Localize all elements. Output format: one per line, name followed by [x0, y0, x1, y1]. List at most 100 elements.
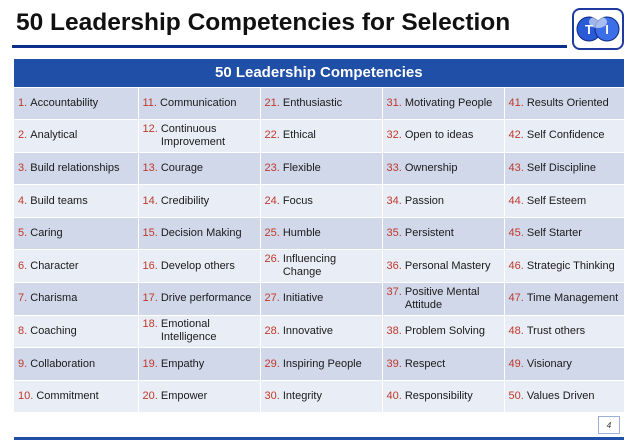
competency-label: Develop others: [160, 259, 235, 272]
competency-label: Results Oriented: [526, 96, 609, 109]
competency-label: Integrity: [282, 390, 322, 403]
competency-number: 45.: [508, 227, 524, 240]
competency-number: 40.: [386, 390, 402, 403]
competency-cell: 48. Trust others: [504, 315, 625, 349]
table-row: 4. Build teams 14. Credibility 24. Focus 34…: [14, 184, 625, 218]
competency-number: 47.: [508, 292, 524, 305]
competency-label: Self Starter: [526, 227, 582, 240]
competency-cell: 6. Character: [14, 249, 139, 284]
competency-number: 19.: [142, 357, 158, 370]
competency-label: Empathy: [160, 357, 205, 370]
competency-label: Ethical: [282, 129, 316, 142]
competency-number: 14.: [142, 194, 158, 207]
competency-cell: 20. Empower: [138, 380, 261, 414]
competency-cell: 7. Charisma: [14, 282, 139, 316]
table-row: 7. Charisma 17. Drive performance 27. Init…: [14, 282, 625, 316]
competency-label: Innovative: [282, 324, 334, 337]
competency-number: 17.: [142, 292, 158, 305]
competency-number: 11.: [142, 96, 157, 109]
tmi-logo-icon: T I: [572, 8, 624, 50]
competency-number: 50.: [508, 390, 524, 403]
competency-number: 5.: [18, 227, 28, 240]
competency-label: Humble: [282, 227, 321, 240]
table-row: 5. Caring 15. Decision Making 25. Humble 35…: [14, 217, 625, 251]
competency-cell: 33. Ownership: [382, 152, 505, 186]
competency-number: 25.: [264, 227, 280, 240]
svg-text:I: I: [605, 22, 609, 37]
competency-label: Continuous Improvement: [160, 122, 226, 148]
competency-number: 13.: [142, 161, 158, 174]
competency-number: 9.: [18, 357, 28, 370]
competency-label: Focus: [282, 194, 313, 207]
page-number: 4: [598, 416, 620, 434]
competency-label: Influencing Change: [282, 253, 337, 279]
competency-label: Decision Making: [160, 227, 242, 240]
competency-number: 41.: [508, 96, 524, 109]
competency-label: Positive Mental Attitude: [404, 285, 480, 311]
competency-number: 34.: [386, 194, 402, 207]
competency-cell: 47. Time Management: [504, 282, 625, 316]
competency-number: 20.: [142, 390, 158, 403]
competency-number: 15.: [142, 227, 158, 240]
competency-cell: 29. Inspiring People: [260, 347, 383, 381]
competency-cell: 22. Ethical: [260, 119, 383, 153]
competency-label: Flexible: [282, 161, 321, 174]
competency-cell: 37. Positive Mental Attitude: [382, 282, 505, 316]
competency-cell: 8. Coaching: [14, 315, 139, 349]
competency-cell: 13. Courage: [138, 152, 261, 186]
competency-cell: 49. Visionary: [504, 347, 625, 381]
competency-cell: 40. Responsibility: [382, 380, 505, 414]
competency-label: Time Management: [526, 292, 619, 305]
competency-cell: 1. Accountability: [14, 87, 139, 121]
title-underline: [12, 45, 567, 48]
competency-number: 22.: [264, 129, 280, 142]
competency-label: Credibility: [160, 194, 210, 207]
competency-number: 8.: [18, 324, 28, 337]
table-row: 9. Collaboration 19. Empathy 29. Inspiring…: [14, 347, 625, 381]
competency-cell: 32. Open to ideas: [382, 119, 505, 153]
competency-cell: 16. Develop others: [138, 249, 261, 284]
competency-number: 49.: [508, 357, 524, 370]
competency-number: 43.: [508, 161, 524, 174]
competency-label: Inspiring People: [282, 357, 362, 370]
competency-label: Motivating People: [404, 96, 493, 109]
competency-cell: 4. Build teams: [14, 184, 139, 218]
competency-label: Strategic Thinking: [526, 259, 615, 272]
competency-number: 28.: [264, 324, 280, 337]
competency-cell: 46. Strategic Thinking: [504, 249, 625, 284]
competency-cell: 43. Self Discipline: [504, 152, 625, 186]
competency-label: Ownership: [404, 161, 458, 174]
competency-label: Character: [30, 259, 79, 272]
competency-cell: 12. Continuous Improvement: [138, 119, 261, 153]
competency-number: 24.: [264, 194, 280, 207]
competency-cell: 15. Decision Making: [138, 217, 261, 251]
competency-label: Commitment: [36, 390, 99, 403]
competencies-table: 50 Leadership Competencies 1. Accountabi…: [14, 59, 625, 414]
competency-cell: 31. Motivating People: [382, 87, 505, 121]
competency-label: Visionary: [526, 357, 572, 370]
competency-number: 26.: [264, 253, 280, 266]
competency-cell: 25. Humble: [260, 217, 383, 251]
competency-number: 16.: [142, 259, 158, 272]
competency-cell: 3. Build relationships: [14, 152, 139, 186]
competency-number: 48.: [508, 324, 524, 337]
competency-cell: 50. Values Driven: [504, 380, 625, 414]
competency-cell: 36. Personal Mastery: [382, 249, 505, 284]
competency-label: Communication: [160, 96, 237, 109]
competency-cell: 39. Respect: [382, 347, 505, 381]
footer-rule: [14, 437, 624, 440]
competency-label: Courage: [160, 161, 204, 174]
competency-label: Persistent: [404, 227, 454, 240]
competency-number: 7.: [18, 292, 28, 305]
competency-number: 33.: [386, 161, 402, 174]
competency-number: 1.: [18, 96, 28, 109]
competency-cell: 5. Caring: [14, 217, 139, 251]
competency-cell: 38. Problem Solving: [382, 315, 505, 349]
table-row: 3. Build relationships 13. Courage 23. Fle…: [14, 152, 625, 186]
competency-number: 29.: [264, 357, 280, 370]
table-row: 1. Accountability 11. Communication 21. En…: [14, 87, 625, 121]
competency-number: 10.: [18, 390, 34, 403]
competency-number: 36.: [386, 259, 402, 272]
competency-cell: 24. Focus: [260, 184, 383, 218]
competency-cell: 19. Empathy: [138, 347, 261, 381]
